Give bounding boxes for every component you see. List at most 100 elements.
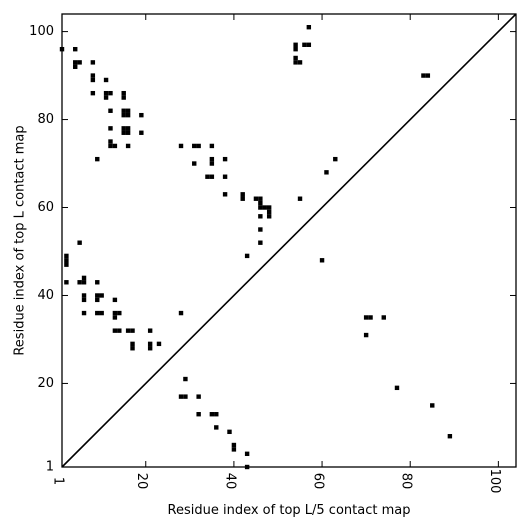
contact-point (394, 385, 400, 391)
contact-point (258, 205, 263, 210)
contact-point (293, 55, 298, 61)
x-tick-label: 100 (487, 469, 502, 494)
contact-point (64, 262, 69, 267)
contact-point (324, 170, 329, 175)
contact-point (90, 77, 96, 83)
contact-point (421, 73, 426, 78)
x-axis-ticks: 1 20 40 60 80 100 (51, 14, 502, 493)
contact-point (112, 143, 118, 149)
contact-point (244, 451, 250, 457)
contact-point (253, 196, 259, 201)
contact-point (363, 332, 369, 338)
contact-point (368, 315, 373, 320)
contact-point (125, 112, 131, 118)
contact-point (293, 46, 298, 52)
contact-point (103, 77, 109, 83)
contact-point (306, 25, 312, 30)
contact-point (302, 42, 307, 47)
contact-point (240, 196, 245, 201)
contact-point (121, 126, 126, 131)
contact-point (139, 130, 144, 135)
contact-point (319, 258, 325, 263)
contact-point (196, 412, 201, 417)
contact-point (139, 112, 144, 118)
contact-point (81, 275, 87, 281)
contact-point (192, 161, 197, 166)
contact-point (112, 328, 118, 333)
contact-point (112, 315, 118, 320)
x-tick: 60 (311, 14, 326, 489)
contact-point (222, 192, 228, 197)
contact-point (99, 310, 104, 316)
contact-point (266, 214, 272, 219)
contact-point (381, 315, 386, 320)
contact-point (363, 315, 369, 320)
contact-point (214, 425, 219, 430)
contact-point (196, 394, 201, 399)
contact-point (205, 174, 210, 179)
contact-point (90, 90, 96, 96)
x-tick-label: 1 (51, 477, 66, 485)
y-tick: 100 (29, 24, 516, 39)
contact-point (196, 143, 201, 149)
contact-point (178, 310, 184, 316)
plot-frame (61, 13, 517, 468)
diagonal-line (61, 13, 517, 468)
contact-point (183, 394, 188, 399)
x-tick-label: 20 (134, 473, 149, 490)
contact-point (121, 112, 126, 118)
x-tick: 100 (487, 14, 502, 493)
contact-point (90, 73, 96, 78)
contact-point (425, 73, 431, 78)
contact-point (95, 280, 100, 285)
contact-point (95, 310, 100, 316)
contact-point (183, 376, 188, 382)
contact-point (77, 280, 82, 285)
contact-point (73, 64, 78, 69)
contact-points (59, 25, 453, 470)
contact-point (209, 161, 215, 166)
contact-point (306, 42, 312, 47)
contact-point (258, 227, 263, 232)
contact-point (95, 297, 100, 303)
contact-point (121, 95, 126, 100)
contact-point (73, 60, 78, 65)
contact-point (81, 310, 87, 316)
contact-point (209, 174, 215, 179)
contact-point (108, 126, 113, 131)
contact-point (130, 341, 135, 347)
contact-point (81, 293, 87, 298)
y-tick-label: 40 (37, 288, 54, 303)
contact-point (108, 139, 113, 144)
contact-point (103, 90, 109, 96)
contact-point (64, 253, 69, 259)
contact-point (222, 156, 228, 162)
y-tick: 1 (46, 460, 516, 475)
contact-point (117, 328, 122, 333)
contact-point (125, 108, 131, 113)
contact-point (125, 130, 131, 135)
contact-point (64, 280, 69, 285)
contact-point (108, 108, 113, 113)
y-axis-ticks: 1 20 40 60 80 100 (29, 24, 516, 475)
contact-point (81, 297, 87, 303)
contact-point (231, 447, 237, 452)
y-tick-label: 60 (37, 200, 54, 215)
contact-point (258, 196, 263, 201)
y-tick-label: 100 (29, 24, 54, 39)
contact-point (125, 328, 131, 333)
contact-point (209, 143, 215, 149)
contact-point (266, 205, 272, 210)
x-tick: 40 (222, 14, 237, 489)
x-tick-label: 40 (222, 473, 237, 490)
contact-point (121, 108, 126, 113)
contact-point (258, 200, 263, 206)
contact-point (178, 143, 184, 149)
contact-point (112, 297, 118, 303)
x-tick-label: 80 (399, 473, 414, 490)
contact-point (231, 442, 237, 448)
contact-point (293, 60, 298, 65)
contact-point (240, 192, 245, 197)
